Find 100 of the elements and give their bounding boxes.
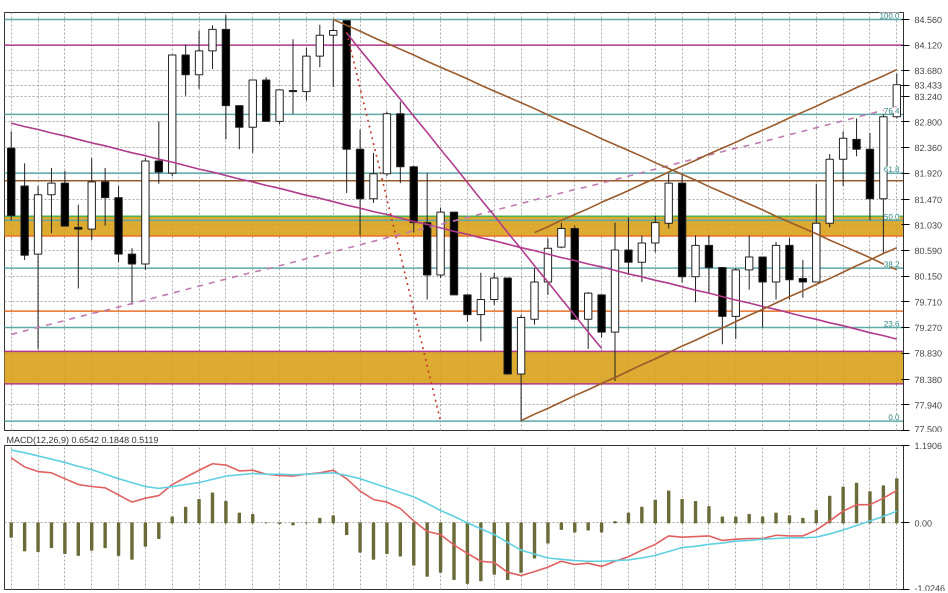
- bar: [318, 518, 322, 524]
- bar: [814, 510, 818, 524]
- candlestick: [288, 38, 298, 114]
- candlestick: [316, 24, 324, 68]
- bar: [760, 516, 764, 524]
- y-tick-label: 1.1906: [914, 441, 942, 451]
- y-tick-label: 78.830: [914, 348, 942, 359]
- annotation: 100.0: [879, 11, 900, 20]
- candlestick: [329, 20, 338, 88]
- bar: [63, 522, 67, 554]
- bar: [479, 522, 483, 582]
- bar: [747, 514, 751, 524]
- candlestick: [651, 215, 660, 253]
- candlestick: [100, 167, 110, 226]
- bar: [774, 512, 778, 524]
- bar: [788, 515, 792, 524]
- y-tick-label: 83.433: [914, 80, 942, 91]
- annotation: 23.6: [884, 319, 900, 328]
- bar: [720, 516, 724, 524]
- y-tick-label: 84.120: [914, 40, 942, 51]
- y-tick-label: 0.00: [914, 518, 932, 528]
- candlestick: [798, 259, 808, 298]
- y-tick-label: 81.030: [914, 220, 942, 230]
- bar: [22, 522, 26, 552]
- bar: [801, 518, 805, 524]
- bar: [640, 506, 644, 524]
- candlestick: [745, 234, 754, 290]
- chart-title: MACD(12,26,9) 0.6542 0.1848 0.5119: [6, 435, 158, 445]
- bar: [224, 500, 228, 524]
- bar: [398, 522, 402, 557]
- bar: [76, 522, 80, 556]
- bar: [103, 522, 107, 548]
- candlestick: [624, 216, 633, 276]
- bar: [425, 522, 429, 577]
- candlestick: [838, 130, 848, 186]
- bar: [586, 522, 590, 531]
- y-tick-label: 78.380: [914, 374, 942, 385]
- bar: [466, 522, 470, 584]
- bar: [358, 522, 362, 553]
- bar: [197, 498, 201, 524]
- candlestick: [47, 167, 56, 234]
- bar: [116, 522, 120, 556]
- candlestick: [235, 105, 244, 150]
- bar: [184, 506, 188, 524]
- bar: [412, 522, 416, 566]
- candlestick: [194, 30, 204, 90]
- bar: [144, 522, 148, 547]
- candlestick: [463, 294, 472, 322]
- bar: [626, 512, 630, 524]
- bar: [36, 522, 40, 552]
- bar: [734, 516, 738, 524]
- bar: [344, 522, 348, 536]
- candlestick: [181, 44, 190, 96]
- line-series: [10, 457, 898, 576]
- bar: [170, 516, 174, 524]
- y-tick-label: 82.360: [914, 143, 942, 154]
- candlestick: [638, 234, 646, 283]
- bar: [238, 512, 242, 524]
- y-tick-label: 77.940: [914, 400, 942, 410]
- candlestick: [852, 118, 861, 157]
- annotation: 50.0: [884, 212, 900, 222]
- line-series: [10, 449, 898, 562]
- candlestick: [490, 272, 498, 306]
- bar: [10, 522, 13, 538]
- annotation: 38.2: [884, 260, 900, 270]
- y-tick-label: 79.270: [914, 322, 942, 333]
- candlestick: [704, 234, 714, 294]
- bar: [560, 522, 564, 530]
- bar: [573, 522, 576, 532]
- bar: [828, 496, 832, 524]
- bar: [666, 490, 670, 524]
- candlestick: [74, 204, 82, 289]
- bar: [332, 515, 335, 524]
- bar: [492, 522, 496, 575]
- y-tick-label: 83.240: [914, 92, 942, 102]
- bar: [600, 522, 604, 532]
- y-tick-label: 82.800: [914, 117, 942, 128]
- y-tick-label: 80.590: [914, 246, 942, 256]
- candlestick: [557, 222, 566, 249]
- candlestick: [208, 24, 217, 70]
- y-tick-label: 79.710: [914, 297, 942, 308]
- annotation: 61.8: [884, 165, 900, 174]
- bar: [506, 522, 510, 580]
- annotation: 0.0: [888, 413, 900, 422]
- annotation: 76.4: [884, 106, 900, 116]
- bar: [654, 500, 657, 524]
- y-tick-label: 81.920: [914, 168, 942, 179]
- bar: [841, 486, 845, 524]
- candlestick: [154, 120, 163, 184]
- candlestick: [476, 272, 486, 342]
- bar: [251, 514, 254, 524]
- bar: [680, 498, 684, 524]
- bar: [546, 522, 550, 544]
- candlestick: [128, 248, 136, 306]
- y-tick-label: 80.150: [914, 272, 942, 282]
- y-tick-label: 84.560: [914, 14, 942, 25]
- bar: [90, 522, 94, 551]
- bar: [882, 485, 886, 524]
- bar: [707, 506, 711, 524]
- bar: [519, 522, 523, 573]
